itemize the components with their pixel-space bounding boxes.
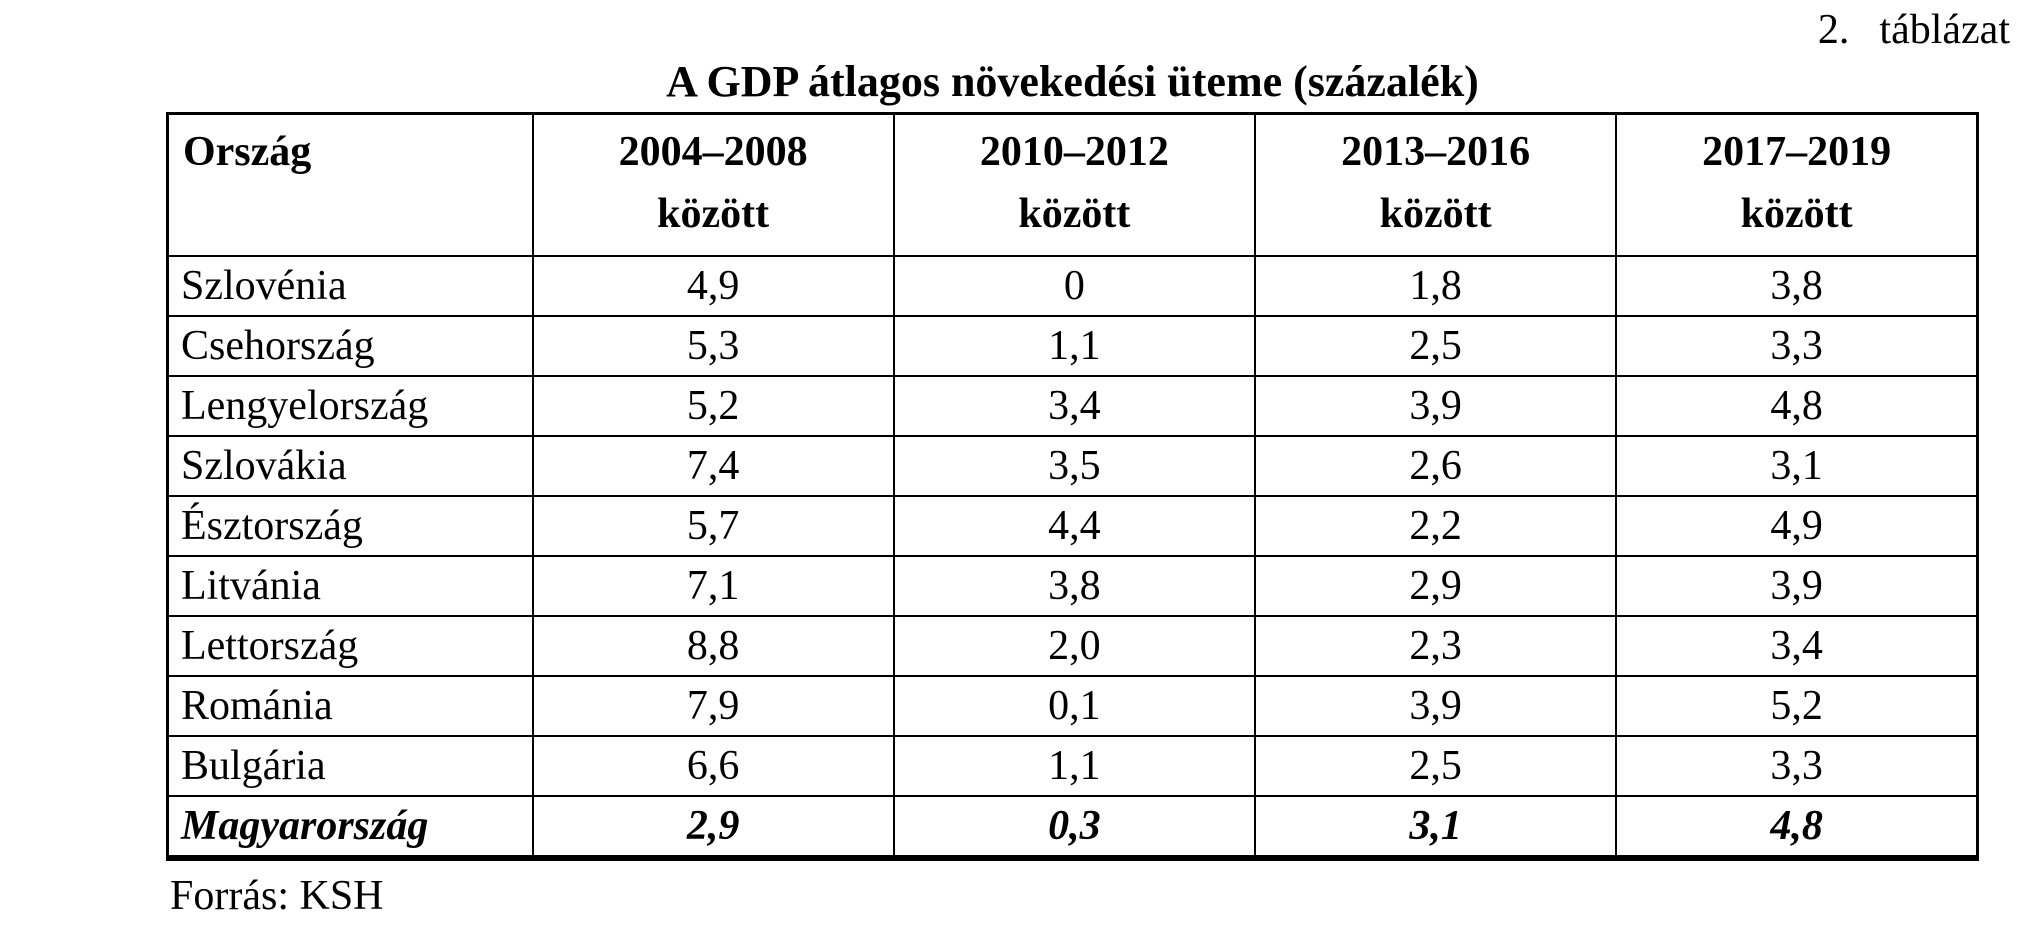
value-cell: 1,1 [892, 735, 1257, 797]
country-cell: Észtország [166, 495, 534, 557]
table-row-magyarorszag: Magyarország 2,9 0,3 3,1 4,8 [166, 795, 1979, 859]
value-cell: 3,4 [1615, 615, 1979, 677]
value-cell: 4,4 [892, 495, 1257, 557]
country-cell: Lettország [166, 615, 534, 677]
header-line: 2010–2012 [979, 129, 1169, 175]
header-line: 2017–2019 [1702, 129, 1892, 175]
value-cell: 0,1 [892, 675, 1257, 737]
table-row-lettorszag: Lettország 8,8 2,0 2,3 3,4 [166, 615, 1979, 677]
value-cell: 7,1 [531, 555, 895, 617]
value-cell: 3,5 [892, 435, 1257, 497]
table-caption-label: táblázat [1879, 7, 2010, 53]
table-header: Ország 2004–2008 között 2010–2012 között… [166, 112, 1979, 257]
value-cell: 2,3 [1253, 615, 1618, 677]
value-cell: 4,9 [531, 255, 895, 317]
header-line: 2013–2016 [1341, 129, 1531, 175]
country-cell: Lengyelország [166, 375, 534, 437]
header-line: között [1018, 191, 1131, 237]
table-row-lengyelorszag: Lengyelország 5,2 3,4 3,9 4,8 [166, 375, 1979, 437]
header-line: között [1740, 191, 1853, 237]
value-cell: 5,3 [531, 315, 895, 377]
table-title: A GDP átlagos növekedési üteme (százalék… [666, 57, 1479, 106]
value-cell: 4,9 [1615, 495, 1979, 557]
column-header-country: Ország [166, 112, 534, 257]
header-line: Ország [183, 129, 312, 175]
source-note: Forrás: KSH [170, 873, 384, 919]
table-row-romania: Románia 7,9 0,1 3,9 5,2 [166, 675, 1979, 737]
value-cell: 3,8 [1615, 255, 1979, 317]
header-line: 2004–2008 [618, 129, 808, 175]
value-cell: 2,9 [531, 795, 895, 859]
country-cell: Szlovákia [166, 435, 534, 497]
value-cell: 3,9 [1253, 675, 1618, 737]
country-cell: Csehország [166, 315, 534, 377]
value-cell: 4,8 [1615, 375, 1979, 437]
value-cell: 2,5 [1253, 735, 1618, 797]
value-cell: 4,8 [1615, 795, 1979, 859]
country-cell: Litvánia [166, 555, 534, 617]
country-cell: Szlovénia [166, 255, 534, 317]
table-row-esztorszag: Észtország 5,7 4,4 2,2 4,9 [166, 495, 1979, 557]
value-cell: 2,6 [1253, 435, 1618, 497]
value-cell: 5,2 [531, 375, 895, 437]
table-caption-number: 2. [1817, 7, 1850, 53]
header-line: között [657, 191, 770, 237]
value-cell: 2,5 [1253, 315, 1618, 377]
value-cell: 6,6 [531, 735, 895, 797]
table-row-csehorszag: Csehország 5,3 1,1 2,5 3,3 [166, 315, 1979, 377]
value-cell: 0,3 [892, 795, 1257, 859]
value-cell: 2,9 [1253, 555, 1618, 617]
country-cell: Magyarország [166, 795, 534, 859]
value-cell: 2,2 [1253, 495, 1618, 557]
header-line: között [1379, 191, 1492, 237]
gdp-growth-table: Ország 2004–2008 között 2010–2012 között… [166, 112, 1979, 861]
value-cell: 3,9 [1253, 375, 1618, 437]
value-cell: 3,3 [1615, 315, 1979, 377]
table-caption: 2. táblázat [0, 0, 2040, 54]
column-header-2017-2019: 2017–2019 között [1615, 112, 1979, 257]
table-row-litvania: Litvánia 7,1 3,8 2,9 3,9 [166, 555, 1979, 617]
table-body: Szlovénia 4,9 0 1,8 3,8 Csehország 5,3 1… [166, 255, 1979, 859]
value-cell: 7,9 [531, 675, 895, 737]
country-cell: Bulgária [166, 735, 534, 797]
table-row-szlovakia: Szlovákia 7,4 3,5 2,6 3,1 [166, 435, 1979, 497]
value-cell: 8,8 [531, 615, 895, 677]
value-cell: 3,8 [892, 555, 1257, 617]
value-cell: 3,4 [892, 375, 1257, 437]
value-cell: 3,1 [1615, 435, 1979, 497]
value-cell: 0 [892, 255, 1257, 317]
column-header-2010-2012: 2010–2012 között [892, 112, 1257, 257]
country-cell: Románia [166, 675, 534, 737]
value-cell: 3,3 [1615, 735, 1979, 797]
table-row-szlovenia: Szlovénia 4,9 0 1,8 3,8 [166, 255, 1979, 317]
column-header-2004-2008: 2004–2008 között [531, 112, 895, 257]
value-cell: 7,4 [531, 435, 895, 497]
value-cell: 2,0 [892, 615, 1257, 677]
value-cell: 3,1 [1253, 795, 1618, 859]
header-row: Ország 2004–2008 között 2010–2012 között… [166, 112, 1979, 257]
value-cell: 3,9 [1615, 555, 1979, 617]
value-cell: 1,8 [1253, 255, 1618, 317]
value-cell: 5,7 [531, 495, 895, 557]
table-row-bulgaria: Bulgária 6,6 1,1 2,5 3,3 [166, 735, 1979, 797]
column-header-2013-2016: 2013–2016 között [1253, 112, 1618, 257]
value-cell: 1,1 [892, 315, 1257, 377]
value-cell: 5,2 [1615, 675, 1979, 737]
